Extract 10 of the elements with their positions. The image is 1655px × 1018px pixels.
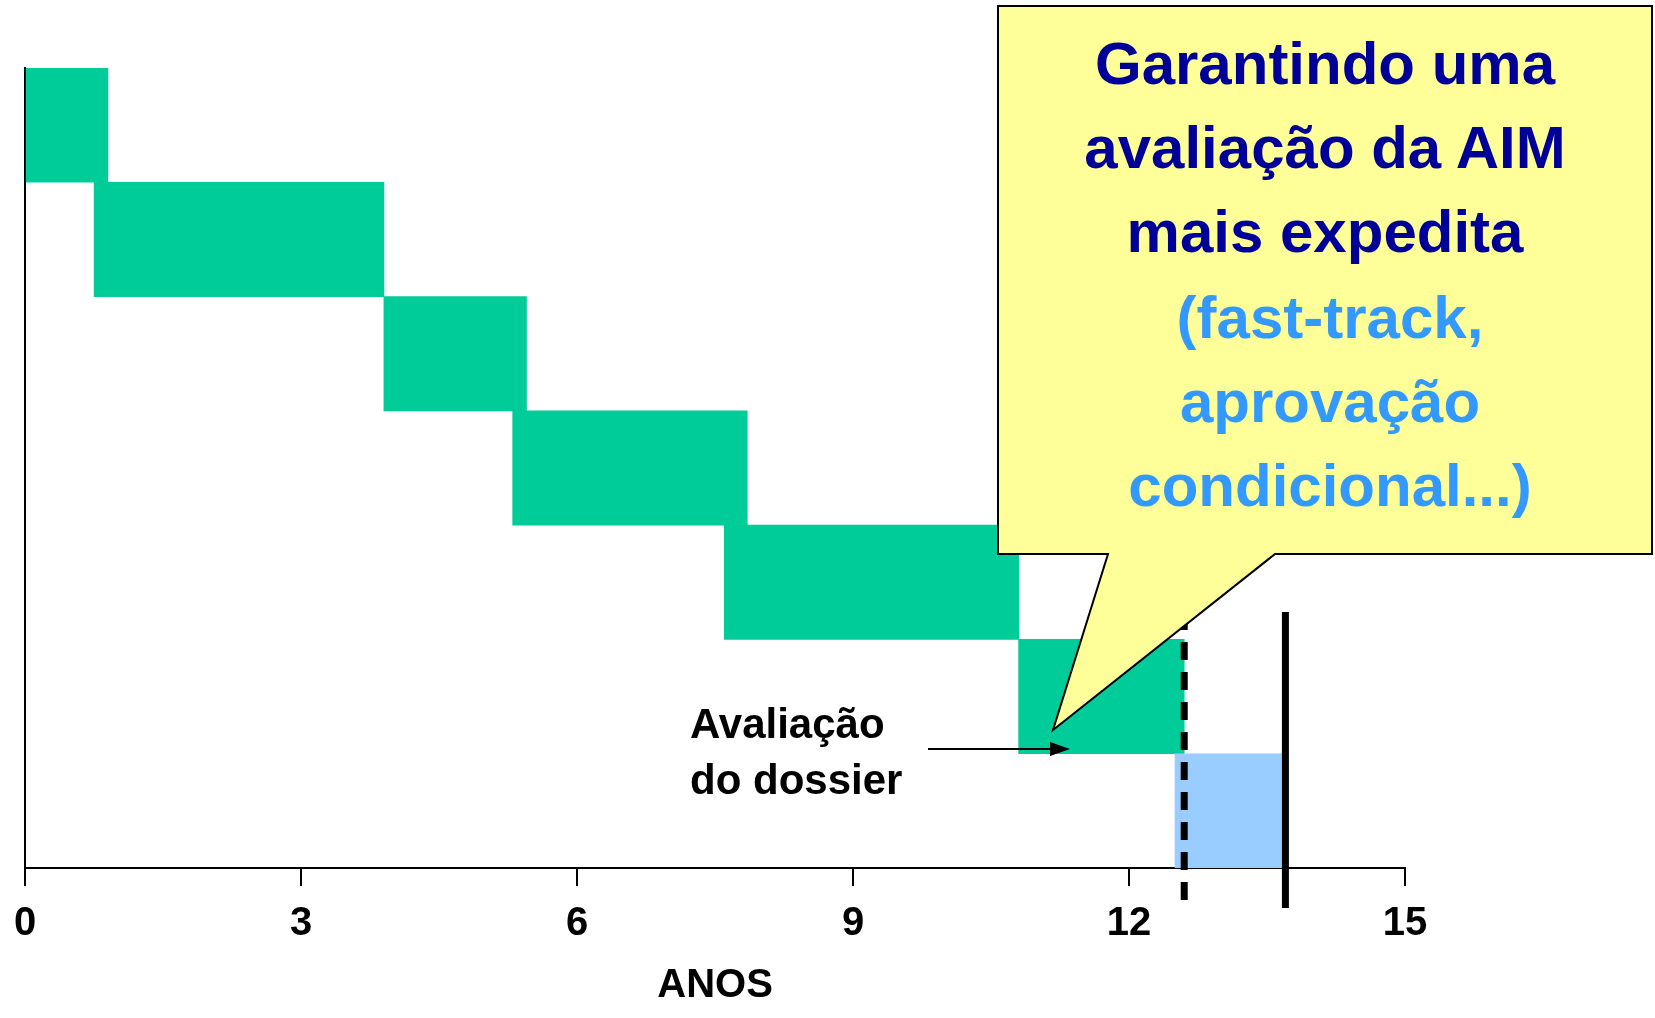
annotation: (fast-track, aprovação condicional...) — [1127, 283, 1533, 521]
x-tick-label: 9 — [841, 899, 865, 944]
x-axis-title: ANOS — [657, 961, 773, 1006]
x-tick-label: 12 — [1106, 899, 1152, 944]
x-tick-label: 0 — [14, 899, 37, 944]
x-tick-label: 6 — [565, 899, 589, 944]
annotation: Garantindo uma avaliação da AIM mais expedita — [1083, 29, 1567, 267]
annotation: Avaliação do dossier — [690, 699, 904, 805]
x-tick-label: 15 — [1382, 899, 1428, 944]
x-tick-label: 3 — [289, 899, 313, 944]
